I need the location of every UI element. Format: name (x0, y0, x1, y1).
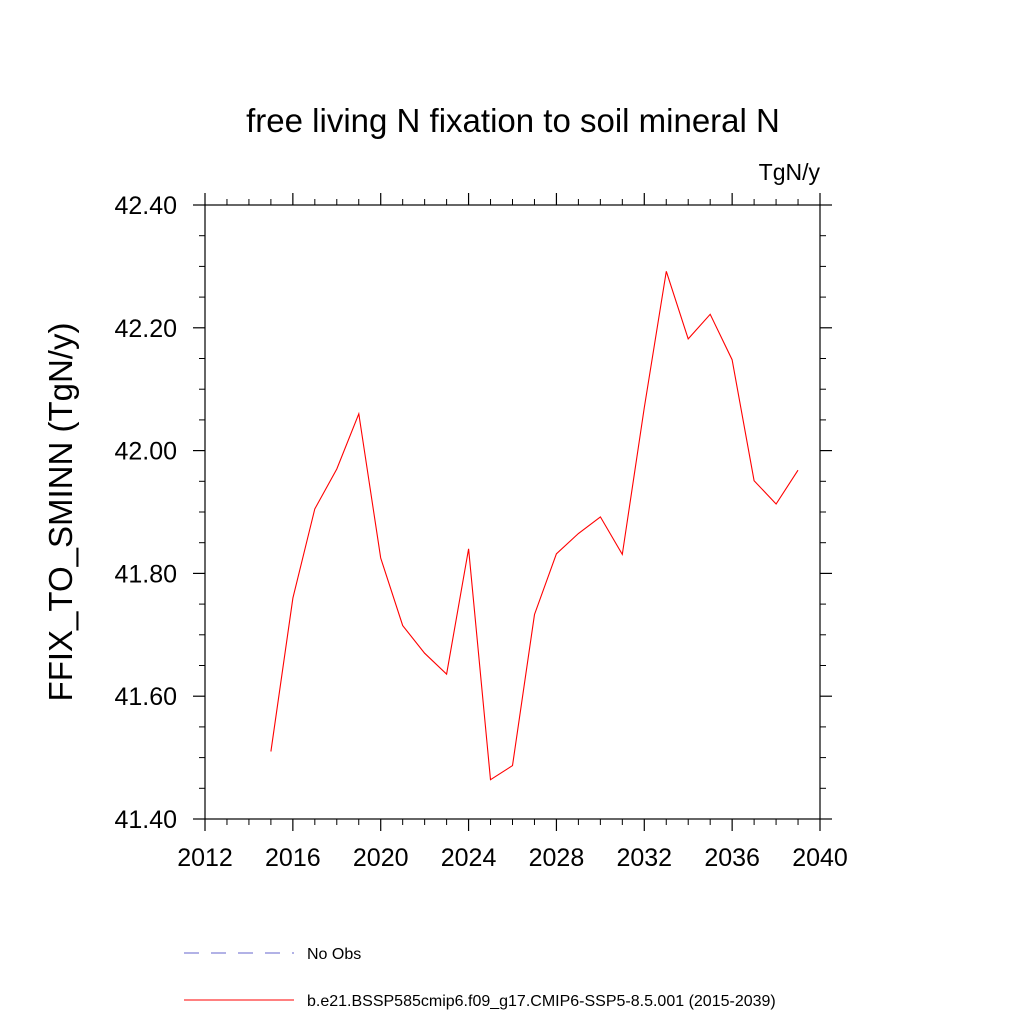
x-tick-label: 2016 (265, 844, 321, 872)
y-tick-label: 41.60 (114, 683, 177, 711)
x-tick-label: 2020 (353, 844, 409, 872)
chart-title: free living N fixation to soil mineral N (246, 102, 780, 139)
legend: No Obs b.e21.BSSP585cmip6.f09_g17.CMIP6-S… (184, 946, 776, 1010)
y-tick-label: 41.40 (114, 806, 177, 834)
x-tick-label: 2012 (177, 844, 233, 872)
x-tick-label: 2028 (529, 844, 585, 872)
x-tick-label: 2036 (704, 844, 760, 872)
y-axis-label: FFIX_TO_SMINN (TgN/y) (42, 323, 79, 702)
y-tick-label: 41.80 (114, 560, 177, 588)
x-tick-label: 2032 (616, 844, 672, 872)
x-tick-label: 2024 (441, 844, 497, 872)
y-tick-label: 42.00 (114, 438, 177, 466)
units-label: TgN/y (759, 159, 821, 185)
axis-ticks: 2012 2016 2020 2024 2028 2032 2036 2040 41.40 41.… (114, 192, 847, 872)
y-tick-label: 42.20 (114, 315, 177, 343)
x-tick-label: 2040 (792, 844, 848, 872)
legend-label: b.e21.BSSP585cmip6.f09_g17.CMIP6-SSP5-8.… (307, 993, 776, 1010)
y-tick-label: 42.40 (114, 192, 177, 220)
series-line (270, 271, 799, 781)
plot-frame (204, 204, 821, 820)
legend-label: No Obs (307, 946, 361, 963)
series-layer (270, 271, 799, 781)
